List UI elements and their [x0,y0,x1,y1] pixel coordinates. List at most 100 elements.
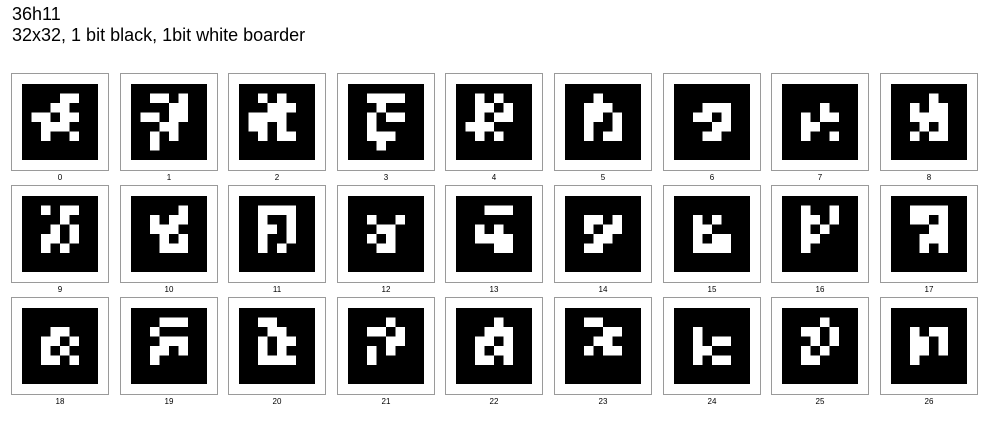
tag-white-cell [919,205,929,215]
tag-white-cell [919,215,929,225]
tag-white-cell [919,336,929,346]
tag-white-cell [593,215,603,225]
tag-white-cell [702,224,712,234]
tag-white-cell [267,224,277,234]
tag-white-cell [150,224,160,234]
tag-white-cell [938,131,948,141]
tag-white-cell [386,243,396,253]
tag-id-label: 8 [926,173,932,182]
tag-white-cell [829,215,839,225]
tag-white-cell [801,234,811,244]
tag-tile [228,73,326,171]
tag-white-cell [693,243,703,253]
tag-white-cell [178,243,188,253]
tag-white-cell [702,243,712,253]
tag-id-label: 9 [57,285,63,294]
tag-white-cell [178,336,188,346]
tag-white-cell [494,131,504,141]
tag-white-cell [395,336,405,346]
tag-white-cell [801,131,811,141]
tag-white-cell [475,346,485,356]
tag-white-cell [376,327,386,337]
tag-tile [554,297,652,395]
tag-white-cell [919,346,929,356]
tag-white-cell [69,355,79,365]
tag-white-cell [910,355,920,365]
tag-tile [771,185,869,283]
apriltag-marker [891,308,967,384]
header: 36h11 32x32, 1 bit black, 1bit white boa… [12,4,305,46]
apriltag-marker [782,196,858,272]
apriltag-marker [782,84,858,160]
tag-white-cell [367,112,377,122]
tag-white-cell [258,131,268,141]
tag-white-cell [367,346,377,356]
tag-id-label: 17 [924,285,934,294]
tag-white-cell [267,327,277,337]
tag-id-label: 0 [57,173,63,182]
tag-white-cell [938,215,948,225]
tag-white-cell [258,317,268,327]
tag-white-cell [60,327,70,337]
tag-white-cell [603,103,613,113]
tag-white-cell [475,224,485,234]
tag-white-cell [178,112,188,122]
tag-white-cell [801,215,811,225]
tag-white-cell [50,103,60,113]
tag-id-label: 23 [598,397,608,406]
tag-white-cell [69,205,79,215]
tag-white-cell [721,103,731,113]
tag-tile [228,185,326,283]
tag-white-cell [277,93,287,103]
tag-white-cell [820,112,830,122]
apriltag-marker [565,308,641,384]
apriltag-marker [22,84,98,160]
tag-white-cell [159,224,169,234]
tag-white-cell [820,346,830,356]
tag-white-cell [159,346,169,356]
tag-white-cell [169,243,179,253]
tag-white-cell [386,317,396,327]
tag-white-cell [801,346,811,356]
tag-white-cell [169,103,179,113]
tag-white-cell [277,122,287,132]
tag-white-cell [712,131,722,141]
tag-white-cell [367,131,377,141]
tag-white-cell [494,346,504,356]
tag-white-cell [584,122,594,132]
tag-id-label: 3 [383,173,389,182]
tag-white-cell [702,346,712,356]
tag-white-cell [584,243,594,253]
tag-white-cell [140,112,150,122]
tag-white-cell [267,355,277,365]
tag-tile [663,185,761,283]
tag-white-cell [910,131,920,141]
tag-white-cell [612,346,622,356]
tag-white-cell [702,131,712,141]
tag-white-cell [50,234,60,244]
tag-white-cell [41,234,51,244]
tag-white-cell [810,122,820,132]
tag-white-cell [475,103,485,113]
tag-white-cell [484,336,494,346]
tag-white-cell [503,205,513,215]
tag-white-cell [60,243,70,253]
tag-white-cell [386,93,396,103]
tag-white-cell [810,215,820,225]
tag-tile [228,297,326,395]
tag-id-label: 26 [924,397,934,406]
tag-tile [554,185,652,283]
tag-white-cell [603,327,613,337]
tag-white-cell [584,224,594,234]
tag-id-label: 25 [815,397,825,406]
tag-white-cell [503,355,513,365]
tag-white-cell [395,93,405,103]
tag-tile [337,185,435,283]
tag-white-cell [41,346,51,356]
apriltag-marker [348,84,424,160]
tag-white-cell [820,317,830,327]
tag-white-cell [277,327,287,337]
tag-tile [120,185,218,283]
tag-id-label: 15 [707,285,717,294]
tag-white-cell [712,355,722,365]
